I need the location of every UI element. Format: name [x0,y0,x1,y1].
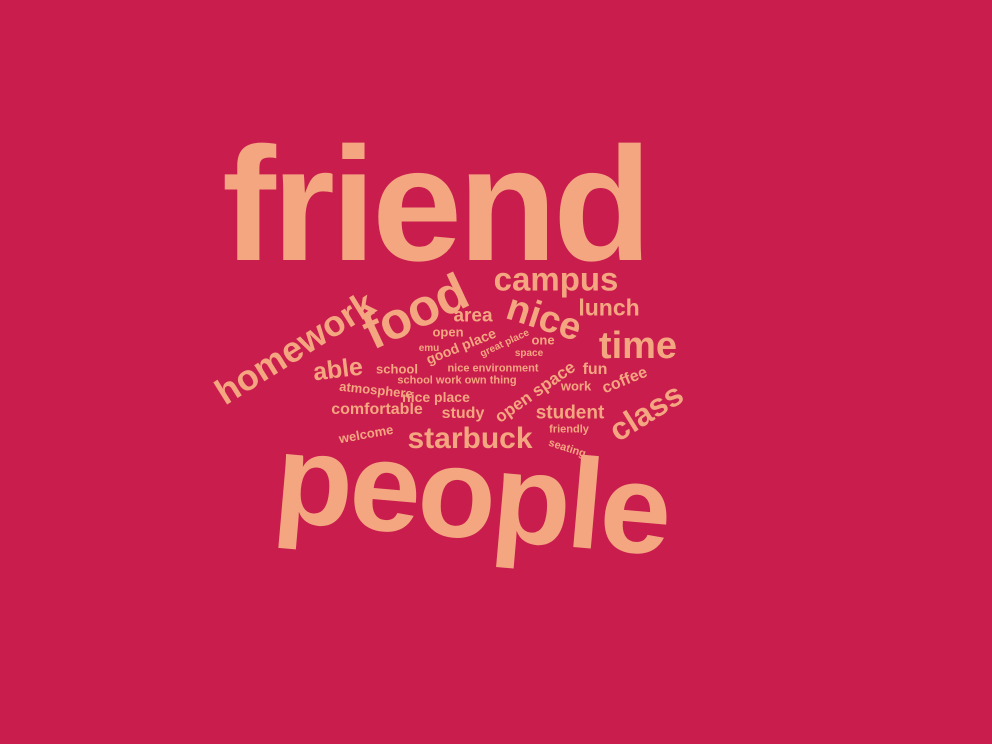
word-time: time [598,325,678,367]
word-lunch: lunch [578,294,640,321]
word-space: space [514,348,544,359]
word-one: one [531,332,555,348]
word-student: student [535,402,605,424]
word-emu: emu [418,343,440,354]
word-nice-place: nice place [402,389,470,405]
word-school: school [376,361,418,377]
word-comfortable: comfortable [331,401,423,418]
word-nice-environment: nice environment [447,362,539,375]
word-study: study [441,405,485,422]
word-work: work [560,378,592,394]
word-friendly: friendly [549,423,589,436]
word-area: area [453,305,493,327]
word-fun: fun [582,361,608,378]
word-school-work-own-thing: school work own thing [397,374,517,387]
word-campus: campus [493,260,619,298]
word-open: open [432,324,464,340]
word-friend: friend [221,114,652,295]
word-starbuck: starbuck [407,422,533,455]
